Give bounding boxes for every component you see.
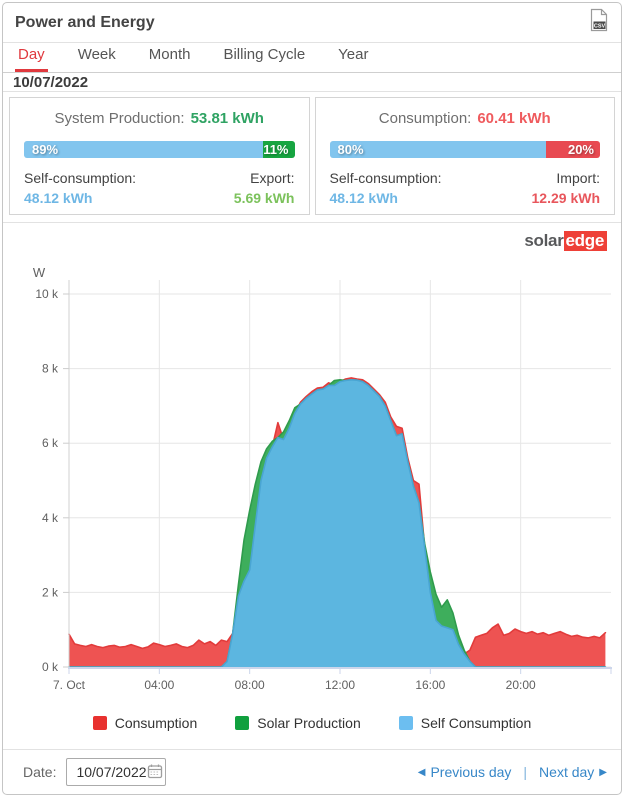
chart-panel: solar edge 0 k 2 k 4 k 6 k 8 k 10 k W 7. Oct 04:0… xyxy=(3,223,621,749)
export-label: Export: xyxy=(250,170,295,186)
consumption-self-label: Self-consumption: xyxy=(329,170,442,186)
system-production-card: System Production: 53.81 kWh 89% 11% Self… xyxy=(9,97,310,215)
legend-swatch xyxy=(235,716,250,730)
legend-label: Solar Production xyxy=(257,715,361,731)
legend-label: Self Consumption xyxy=(420,715,532,731)
next-day-link[interactable]: Next day ▶ xyxy=(539,764,607,780)
tab-week[interactable]: Week xyxy=(77,46,116,63)
chart-legend: Consumption Solar Production Self Consumpt… xyxy=(3,715,621,731)
legend-item-consumption[interactable]: Consumption xyxy=(92,715,198,731)
svg-text:2 k: 2 k xyxy=(42,585,59,599)
production-ratio-bar: 89% 11% xyxy=(24,141,295,158)
tab-billing-cycle[interactable]: Billing Cycle xyxy=(223,46,306,63)
date-picker-input[interactable]: 10/07/2022 xyxy=(66,758,167,786)
tab-month[interactable]: Month xyxy=(148,46,191,63)
svg-text:6 k: 6 k xyxy=(42,436,59,450)
previous-arrow-icon: ◀ xyxy=(417,766,426,778)
svg-text:04:00: 04:00 xyxy=(144,678,174,692)
svg-text:16:00: 16:00 xyxy=(415,678,445,692)
stats-region: System Production: 53.81 kWh 89% 11% Self… xyxy=(3,92,621,223)
import-label: Import: xyxy=(556,170,600,186)
svg-text:08:00: 08:00 xyxy=(235,678,265,692)
production-label: System Production: xyxy=(54,110,185,127)
footer-date-label: Date: xyxy=(23,764,57,780)
widget-title: Power and Energy xyxy=(15,13,155,31)
consumption-card: Consumption: 60.41 kWh 80% 20% Self-consu… xyxy=(314,97,615,215)
tab-day[interactable]: Day xyxy=(15,41,48,72)
svg-text:10 k: 10 k xyxy=(35,287,59,301)
widget-footer: Date: 10/07/2022 xyxy=(3,749,621,794)
svg-text:7. Oct: 7. Oct xyxy=(53,678,86,692)
csv-export-button[interactable]: CSV xyxy=(588,8,609,38)
production-bar-export-segment: 11% xyxy=(263,141,295,158)
legend-swatch xyxy=(398,716,413,730)
legend-item-solar-production[interactable]: Solar Production xyxy=(235,715,361,731)
consumption-self-value: 48.12 kWh xyxy=(329,190,398,206)
svg-text:20:00: 20:00 xyxy=(506,678,536,692)
legend-item-self-consumption[interactable]: Self Consumption xyxy=(398,715,532,731)
svg-text:W: W xyxy=(33,265,46,280)
date-heading: 10/07/2022 xyxy=(13,73,89,91)
consumption-value: 60.41 kWh xyxy=(477,110,551,127)
svg-text:0 k: 0 k xyxy=(42,660,59,674)
period-tabs: Day Week Month Billing Cycle Year xyxy=(3,43,621,73)
production-self-label: Self-consumption: xyxy=(24,170,137,186)
consumption-ratio-bar: 80% 20% xyxy=(329,141,600,158)
solaredge-logo: solar edge xyxy=(524,231,607,251)
production-value: 53.81 kWh xyxy=(190,110,264,127)
consumption-bar-self-segment: 80% xyxy=(329,141,546,158)
consumption-bar-import-segment: 20% xyxy=(545,141,600,158)
svg-text:CSV: CSV xyxy=(594,23,606,29)
consumption-title: Consumption: 60.41 kWh xyxy=(330,110,601,127)
production-self-value: 48.12 kWh xyxy=(24,190,93,206)
next-arrow-icon: ▶ xyxy=(599,766,607,778)
svg-text:4 k: 4 k xyxy=(42,511,59,525)
import-value: 12.29 kWh xyxy=(531,190,600,206)
production-bar-self-segment: 89% xyxy=(24,141,264,158)
svg-text:8 k: 8 k xyxy=(42,362,59,376)
calendar-icon[interactable] xyxy=(147,763,163,782)
production-title: System Production: 53.81 kWh xyxy=(24,110,295,127)
legend-label: Consumption xyxy=(114,715,198,731)
link-separator: | xyxy=(523,764,528,780)
power-area-chart[interactable]: 0 k 2 k 4 k 6 k 8 k 10 k W 7. Oct 04:00 08:00 12:0… xyxy=(3,253,622,708)
tab-year[interactable]: Year xyxy=(338,46,369,63)
legend-swatch xyxy=(92,716,107,730)
date-heading-bar: 10/07/2022 xyxy=(3,73,621,92)
previous-day-link[interactable]: ◀ Previous day xyxy=(417,764,512,780)
export-value: 5.69 kWh xyxy=(233,190,295,206)
svg-text:12:00: 12:00 xyxy=(325,678,355,692)
csv-export-icon: CSV xyxy=(588,8,609,38)
date-picker-value: 10/07/2022 xyxy=(76,764,147,780)
consumption-label: Consumption: xyxy=(378,110,472,127)
widget-header: Power and Energy CSV xyxy=(3,3,621,43)
